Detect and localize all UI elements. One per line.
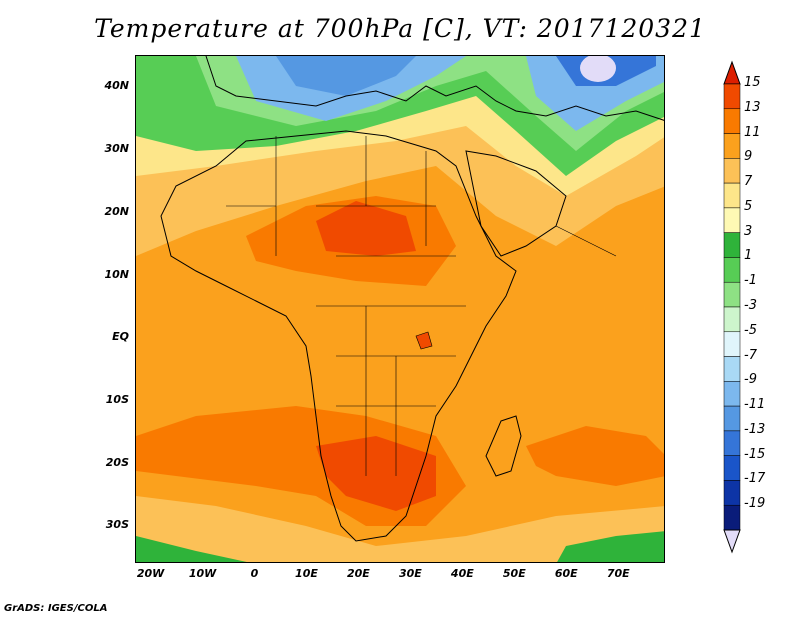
lat-tick-label: 10S <box>105 392 129 406</box>
colorbar-swatch <box>723 182 741 209</box>
region-south-green <box>136 531 664 562</box>
lon-tick-label: 10W <box>188 567 217 580</box>
colorbar-swatch <box>723 83 741 110</box>
colorbar-label: 5 <box>744 198 753 214</box>
lat-tick-label: 30S <box>105 518 129 532</box>
colorbar-swatch <box>723 331 741 357</box>
map-panel <box>135 55 665 563</box>
region-sahel-core <box>316 201 416 256</box>
colorbar-label: 7 <box>744 174 753 190</box>
colorbar-label: 11 <box>744 124 761 140</box>
africa-coastline <box>160 130 517 542</box>
colorbar-label: -13 <box>744 421 766 437</box>
colorbar-swatch <box>723 405 741 432</box>
colorbar-swatch <box>723 158 741 184</box>
lon-tick-label: 70E <box>606 567 630 580</box>
colorbar-top-triangle <box>723 60 741 85</box>
colorbar-label: -19 <box>744 496 766 512</box>
region-southern-core <box>316 436 436 511</box>
colorbar-swatch <box>723 108 741 134</box>
plot-title: Temperature at 700hPa [C], VT: 201712032… <box>94 14 706 43</box>
colorbar-label: -15 <box>744 446 766 462</box>
colorbar-swatch <box>723 356 741 382</box>
lat-tick-label: 30N <box>104 142 129 156</box>
lon-tick-label: 10E <box>295 567 318 580</box>
colorbar-swatch <box>723 455 741 481</box>
colorbar-label: -7 <box>744 347 757 363</box>
colorbar-label: 3 <box>744 223 753 239</box>
region-south-yellow <box>136 496 664 562</box>
lon-tick-label: 60E <box>554 567 578 580</box>
lat-tick-label: EQ <box>112 330 129 344</box>
colorbar-label: -3 <box>744 298 757 313</box>
lon-tick-label: 30E <box>398 567 422 580</box>
colorbar-swatch <box>723 207 741 233</box>
colorbar-label: -17 <box>744 471 766 487</box>
colorbar-swatch <box>723 281 741 308</box>
colorbar-label: 1 <box>744 248 753 264</box>
lon-tick-label: 40E <box>450 567 474 580</box>
colorbar-label: 15 <box>744 75 761 90</box>
colorbar-label: 9 <box>744 149 753 165</box>
lon-tick-label: 0 <box>250 567 259 580</box>
region-east-hot <box>526 426 664 486</box>
lat-tick-label: 20S <box>105 455 129 469</box>
colorbar-swatch <box>723 133 741 159</box>
colorbar-swatch <box>723 306 741 333</box>
lon-tick-label: 20W <box>136 567 165 580</box>
europe-coastline <box>205 56 664 121</box>
colorbar-swatch <box>723 504 741 531</box>
region-cold-core <box>580 56 616 82</box>
country-borders <box>226 136 617 476</box>
colorbar-swatch <box>723 480 741 506</box>
lon-tick-label: 20E <box>347 567 370 580</box>
colorbar-swatch <box>723 381 741 407</box>
lat-tick-label: 20N <box>104 204 129 218</box>
lake-victoria <box>415 331 433 350</box>
region-europe-darkblue <box>276 56 416 96</box>
lat-tick-label: 10N <box>104 267 129 281</box>
temperature-map <box>136 56 664 562</box>
colorbar-label: -11 <box>744 397 766 413</box>
madagascar-outline <box>485 415 522 477</box>
lat-tick-label: 40N <box>104 79 129 93</box>
colorbar-swatch <box>723 257 741 283</box>
colorbar-label: -1 <box>744 273 757 289</box>
colorbar-swatch <box>723 232 741 258</box>
colorbar-bottom-triangle <box>723 529 741 554</box>
colorbar-label: -5 <box>744 322 757 338</box>
colorbar-label: 13 <box>744 99 761 115</box>
lon-tick-label: 50E <box>502 567 526 580</box>
colorbar-swatch <box>723 430 741 456</box>
credit-text: GrADS: IGES/COLA <box>4 603 108 614</box>
colorbar-label: -9 <box>744 372 757 388</box>
